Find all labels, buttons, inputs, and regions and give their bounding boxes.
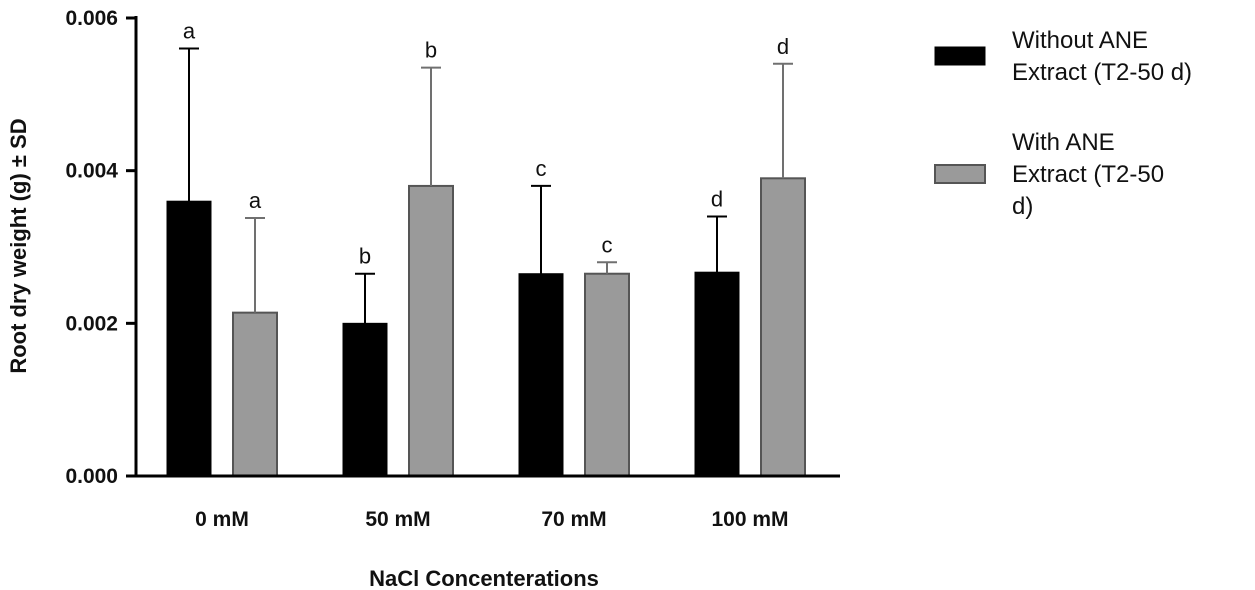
y-axis-title: Root dry weight (g) ± SD bbox=[6, 118, 31, 373]
bar bbox=[760, 177, 806, 478]
x-ticks-layer: 0 mM 50 mM 70 mM 100 mM bbox=[195, 508, 788, 531]
y-ticks-layer: 0.000 0.002 0.004 0.006 bbox=[65, 7, 136, 488]
bars-layer bbox=[166, 177, 806, 478]
significance-label: d bbox=[711, 186, 723, 211]
significance-label: b bbox=[425, 38, 437, 63]
x-tick-label: 0 mM bbox=[195, 508, 249, 531]
legend-label: Extract (T2-50 d) bbox=[1012, 59, 1192, 86]
bar bbox=[694, 271, 740, 477]
legend-swatch bbox=[934, 164, 986, 184]
significance-label: c bbox=[602, 232, 613, 257]
bar bbox=[232, 311, 278, 477]
legend: Without ANE Extract (T2-50 d) With ANE Extr… bbox=[934, 27, 1192, 220]
x-axis-title: NaCl Concenterations bbox=[369, 566, 599, 590]
significance-label: b bbox=[359, 244, 371, 269]
y-tick-label: 0.004 bbox=[65, 160, 118, 183]
x-tick-label: 100 mM bbox=[711, 508, 788, 531]
error-bars-layer bbox=[179, 47, 793, 324]
bar bbox=[342, 322, 388, 477]
y-tick-label: 0.002 bbox=[65, 312, 118, 335]
significance-label: a bbox=[249, 188, 262, 213]
significance-label: d bbox=[777, 34, 789, 59]
y-tick-label: 0.006 bbox=[65, 7, 118, 30]
bar bbox=[584, 272, 630, 478]
legend-swatch bbox=[934, 46, 986, 66]
significance-label: a bbox=[183, 19, 196, 44]
axes-layer bbox=[134, 16, 840, 478]
significance-labels-layer: a a b b c c d d bbox=[183, 19, 789, 269]
significance-label: c bbox=[536, 156, 547, 181]
bar bbox=[408, 184, 454, 478]
legend-label: Without ANE bbox=[1012, 27, 1148, 54]
legend-label: d) bbox=[1012, 193, 1033, 220]
bar bbox=[518, 273, 564, 477]
bar bbox=[166, 200, 212, 477]
x-tick-label: 50 mM bbox=[365, 508, 430, 531]
legend-label: Extract (T2-50 bbox=[1012, 161, 1164, 188]
x-tick-label: 70 mM bbox=[541, 508, 606, 531]
legend-label: With ANE bbox=[1012, 129, 1115, 156]
y-tick-label: 0.000 bbox=[65, 465, 118, 488]
